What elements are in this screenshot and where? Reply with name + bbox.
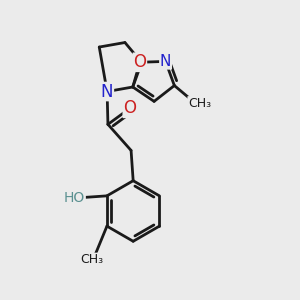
Text: CH₃: CH₃ xyxy=(188,97,211,110)
Text: O: O xyxy=(134,53,146,71)
Text: N: N xyxy=(160,54,171,69)
Text: CH₃: CH₃ xyxy=(80,253,104,266)
Text: O: O xyxy=(123,99,136,117)
Text: HO: HO xyxy=(64,191,85,205)
Text: N: N xyxy=(101,82,113,100)
